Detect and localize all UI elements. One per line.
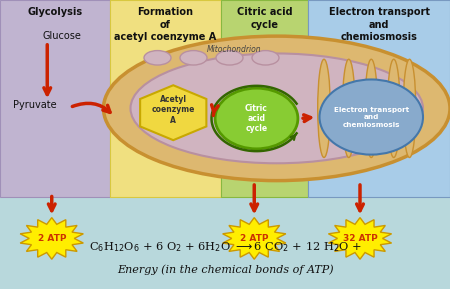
Text: Citric acid
cycle: Citric acid cycle (237, 7, 292, 30)
Ellipse shape (144, 51, 171, 65)
Text: 2 ATP: 2 ATP (240, 234, 269, 243)
Text: Energy (in the chemical bonds of ATP): Energy (in the chemical bonds of ATP) (117, 265, 333, 275)
Text: Acetyl
coenzyme
A: Acetyl coenzyme A (152, 95, 195, 125)
Text: Pyruvate: Pyruvate (14, 101, 57, 110)
Text: 2 ATP: 2 ATP (37, 234, 66, 243)
Bar (0, 0, 110, 197)
Text: Electron transport
and
chemiosmosis: Electron transport and chemiosmosis (334, 107, 409, 127)
Ellipse shape (252, 51, 279, 65)
Text: Glycolysis: Glycolysis (27, 7, 83, 17)
Bar (220, 0, 308, 197)
Ellipse shape (215, 88, 298, 149)
Text: Electron transport
and
chemiosmosis: Electron transport and chemiosmosis (328, 7, 430, 42)
Polygon shape (140, 85, 207, 140)
Ellipse shape (104, 36, 450, 181)
Text: 32 ATP: 32 ATP (342, 234, 378, 243)
Polygon shape (223, 218, 286, 259)
Text: Formation
of
acetyl coenzyme A: Formation of acetyl coenzyme A (114, 7, 216, 42)
Text: C$_6$H$_{12}$O$_6$ + 6 O$_2$ + 6H$_2$O $\longrightarrow$6 CO$_2$ + 12 H$_2$O +: C$_6$H$_{12}$O$_6$ + 6 O$_2$ + 6H$_2$O $… (89, 240, 361, 254)
Polygon shape (328, 218, 392, 259)
Ellipse shape (320, 79, 423, 155)
Bar (110, 0, 220, 197)
Ellipse shape (387, 59, 400, 158)
Ellipse shape (180, 51, 207, 65)
Ellipse shape (365, 59, 378, 158)
Ellipse shape (318, 59, 330, 158)
Ellipse shape (216, 51, 243, 65)
Text: Glucose: Glucose (43, 31, 81, 41)
Ellipse shape (403, 59, 416, 158)
Polygon shape (20, 218, 83, 259)
Bar (308, 0, 450, 197)
Ellipse shape (342, 59, 355, 158)
Text: Citric
acid
cycle: Citric acid cycle (245, 103, 268, 134)
Text: Mitochondrion: Mitochondrion (207, 45, 261, 54)
Ellipse shape (130, 53, 423, 163)
